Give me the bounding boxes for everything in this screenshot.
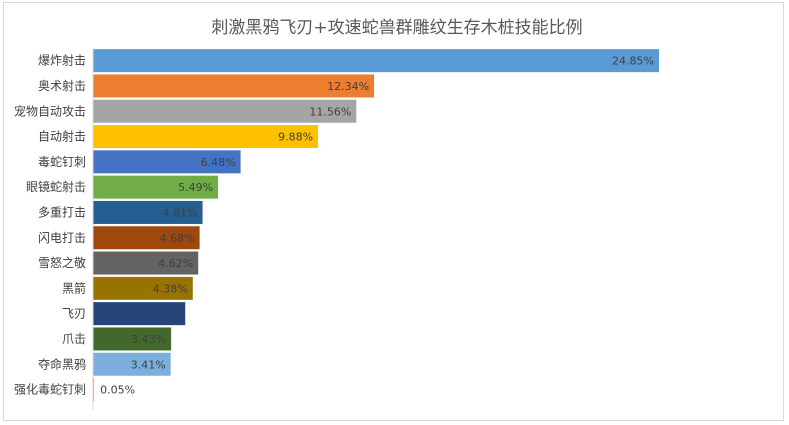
y-tick-label: 雪怒之敬 bbox=[38, 255, 86, 270]
data-label: 4.38% bbox=[153, 282, 188, 295]
bar bbox=[93, 150, 241, 174]
data-label: 9.88% bbox=[278, 131, 313, 144]
data-label: 3.41% bbox=[131, 358, 166, 371]
y-tick-label: 宠物自动攻击 bbox=[14, 103, 86, 118]
bar bbox=[93, 175, 219, 199]
bar bbox=[93, 327, 172, 351]
chart-area: 刺激黑鸦飞刃+攻速蛇兽群雕纹生存木桩技能比例 爆炸射击 24.85% 奥术射击 12.… bbox=[3, 2, 784, 421]
bar bbox=[93, 74, 375, 98]
y-tick-label: 闪电打击 bbox=[38, 231, 86, 245]
y-tick-label: 毒蛇钉刺 bbox=[38, 154, 86, 169]
bar bbox=[93, 378, 95, 402]
data-label: 12.34% bbox=[327, 80, 369, 93]
bar bbox=[93, 226, 200, 250]
data-label: 0.05% bbox=[100, 384, 135, 397]
y-tick-label: 眼镜蛇射击 bbox=[26, 179, 86, 194]
y-tick-label: 爪击 bbox=[62, 332, 86, 346]
bar bbox=[93, 125, 319, 149]
y-tick-label: 自动射击 bbox=[38, 129, 86, 144]
bar bbox=[93, 99, 357, 123]
data-label: 6.48% bbox=[201, 156, 236, 169]
bar bbox=[93, 49, 659, 73]
y-tick-label: 多重打击 bbox=[38, 205, 86, 219]
bars-group: 爆炸射击 24.85% 奥术射击 12.34% 宠物自动攻击 11.56% 自动射击 9.88… bbox=[14, 49, 659, 402]
y-tick-label: 夺命黑鸦 bbox=[38, 356, 86, 371]
data-label: 5.49% bbox=[178, 181, 213, 194]
bar bbox=[93, 302, 186, 326]
y-tick-label: 黑箭 bbox=[62, 280, 86, 295]
bar bbox=[93, 352, 171, 376]
y-tick-label: 飞刃 bbox=[62, 307, 86, 321]
bar bbox=[93, 276, 193, 300]
data-label: 4.81% bbox=[163, 206, 198, 219]
y-tick-label: 奥术射击 bbox=[38, 78, 86, 93]
data-label: 11.56% bbox=[309, 105, 351, 118]
chart-title: 刺激黑鸦飞刃+攻速蛇兽群雕纹生存木桩技能比例 bbox=[211, 18, 582, 38]
data-label: 4.68% bbox=[160, 232, 195, 245]
y-tick-label: 爆炸射击 bbox=[38, 53, 86, 68]
data-label: 4.62% bbox=[158, 257, 193, 270]
bar bbox=[93, 200, 203, 224]
bar bbox=[93, 251, 199, 275]
data-label: 24.85% bbox=[612, 55, 654, 68]
bar-chart: 刺激黑鸦飞刃+攻速蛇兽群雕纹生存木桩技能比例 爆炸射击 24.85% 奥术射击 12.… bbox=[14, 18, 659, 410]
data-label: 3.43% bbox=[131, 333, 166, 346]
y-tick-label: 强化毒蛇钉刺 bbox=[14, 382, 86, 397]
